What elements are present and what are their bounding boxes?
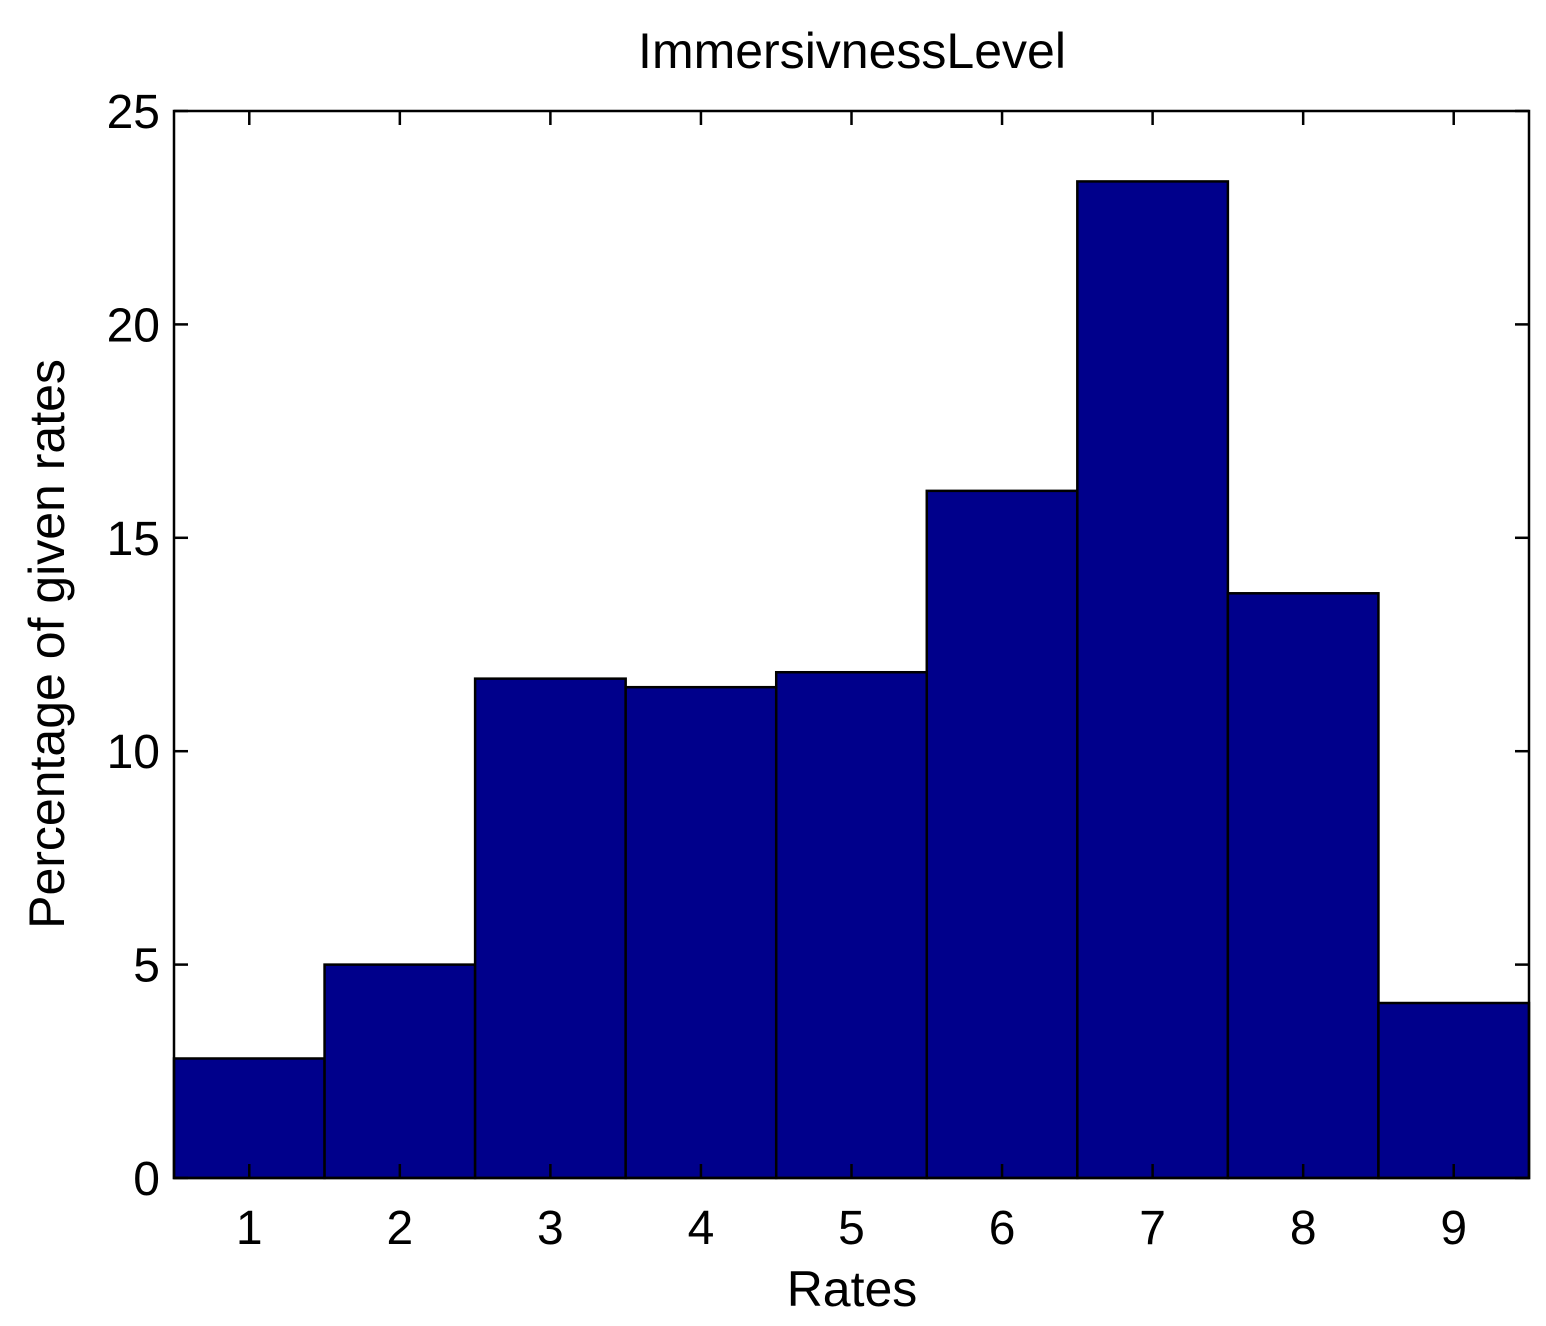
x-tick-label-7: 7	[1139, 1202, 1166, 1255]
ticks-layer	[174, 109, 1529, 1180]
y-tick-label-5: 5	[133, 940, 160, 993]
x-tick-label-1: 1	[236, 1202, 263, 1255]
x-tick-label-2: 2	[386, 1202, 413, 1255]
y-axis-label: Percentage of given rates	[19, 359, 75, 929]
bar-1	[172, 1057, 326, 1180]
y-tick-label-10: 10	[107, 726, 160, 779]
y-tick-label-0: 0	[133, 1153, 160, 1206]
bar-7	[1076, 180, 1230, 1180]
tick-labels-layer: 1 2 3 4 5 6 7 8 9 0 5 10 15 20 25	[107, 86, 1467, 1255]
x-tick-label-5: 5	[838, 1202, 865, 1255]
bar-2	[323, 963, 477, 1180]
x-tick-label-4: 4	[688, 1202, 715, 1255]
bar-3	[473, 677, 627, 1180]
bars-layer	[172, 180, 1531, 1180]
chart-title: ImmersivnessLevel	[638, 23, 1066, 79]
bar-5	[774, 670, 929, 1180]
x-tick-label-6: 6	[989, 1202, 1016, 1255]
y-tick-label-25: 25	[107, 86, 160, 139]
bar-6	[925, 489, 1079, 1180]
x-tick-label-8: 8	[1290, 1202, 1317, 1255]
y-tick-label-15: 15	[107, 513, 160, 566]
x-axis-label: Rates	[787, 1261, 918, 1317]
bar-8	[1226, 592, 1380, 1180]
x-tick-label-3: 3	[537, 1202, 564, 1255]
y-tick-label-20: 20	[107, 299, 160, 352]
x-tick-label-9: 9	[1440, 1202, 1467, 1255]
bar-9	[1377, 1001, 1531, 1180]
bar-4	[624, 685, 778, 1180]
